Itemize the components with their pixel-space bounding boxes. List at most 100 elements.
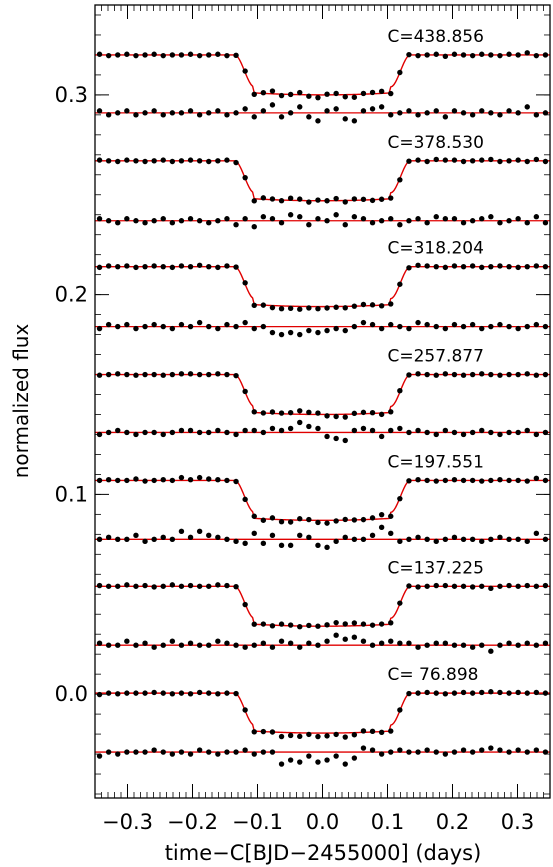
data-point	[351, 94, 358, 100]
data-point	[196, 689, 203, 696]
residual-point	[105, 218, 112, 224]
residual-point	[278, 220, 285, 226]
residual-point	[224, 640, 230, 646]
data-point	[169, 264, 176, 271]
data-point	[533, 372, 540, 378]
x-tick-label: −0.2	[167, 810, 218, 834]
data-point	[442, 691, 449, 697]
residual-point	[497, 534, 503, 541]
data-point	[260, 302, 267, 308]
data-point	[342, 621, 348, 627]
data-point	[515, 371, 521, 378]
residual-point	[160, 642, 166, 648]
data-point	[324, 622, 330, 628]
residual-point	[433, 538, 439, 545]
data-point	[187, 157, 194, 163]
residual-point	[105, 321, 112, 328]
residual-point	[497, 112, 503, 118]
data-point	[406, 51, 412, 58]
data-point	[479, 157, 485, 163]
residual-point	[533, 530, 540, 537]
data-point	[251, 513, 257, 519]
residual-point	[260, 749, 267, 755]
data-point	[160, 157, 166, 163]
residual-point	[533, 321, 540, 328]
data-point	[469, 477, 476, 484]
residual-point	[442, 751, 449, 757]
residual-point	[488, 214, 494, 220]
residual-point	[169, 751, 176, 757]
data-point	[206, 52, 212, 58]
data-point	[324, 198, 330, 204]
data-point	[351, 732, 358, 738]
data-point	[497, 263, 503, 269]
residual-point	[378, 325, 385, 332]
data-point	[333, 413, 339, 420]
residual-point	[506, 749, 512, 755]
data-point	[451, 371, 458, 378]
data-point	[333, 195, 339, 202]
residual-point	[224, 321, 230, 328]
residual-point	[269, 216, 276, 222]
residual-point	[488, 429, 494, 436]
residual-point	[115, 536, 121, 543]
residual-point	[224, 429, 230, 436]
residual-point	[469, 536, 476, 543]
residual-point	[479, 642, 485, 648]
residual-point	[324, 757, 330, 763]
data-point	[306, 305, 312, 311]
data-point	[369, 515, 376, 521]
residual-point	[469, 218, 476, 224]
residual-point	[115, 220, 121, 226]
residual-point	[315, 216, 321, 222]
residual-point	[297, 532, 303, 539]
residual-point	[260, 429, 267, 436]
residual-point	[142, 220, 148, 226]
residual-point	[115, 110, 121, 116]
data-point	[424, 371, 430, 378]
residual-point	[187, 108, 194, 114]
data-point	[297, 408, 303, 414]
residual-point	[542, 536, 549, 543]
data-point	[369, 89, 376, 96]
residual-point	[524, 538, 530, 545]
data-point	[378, 411, 385, 418]
data-point	[488, 689, 494, 695]
data-point	[424, 158, 430, 165]
residual-point	[233, 431, 239, 438]
residual-point	[287, 425, 294, 432]
data-point	[533, 689, 540, 696]
residual-point	[469, 321, 476, 328]
residual-point	[506, 218, 512, 224]
data-point	[215, 371, 221, 377]
residual-point	[506, 108, 512, 114]
data-point	[479, 371, 485, 377]
data-point	[378, 511, 385, 518]
residual-point	[406, 749, 412, 755]
data-point	[124, 51, 130, 57]
residual-point	[251, 114, 257, 120]
residual-point	[415, 427, 421, 434]
data-point	[488, 263, 494, 270]
residual-point	[442, 114, 449, 120]
data-point	[297, 89, 303, 96]
data-point	[360, 196, 367, 203]
data-point	[351, 620, 358, 626]
data-point	[115, 371, 121, 377]
residual-point	[124, 216, 130, 222]
residual-point	[151, 321, 157, 328]
data-point	[369, 622, 376, 628]
data-point	[333, 90, 339, 97]
data-point	[260, 410, 267, 416]
residual-point	[133, 325, 139, 332]
residual-point	[542, 749, 549, 755]
data-point	[269, 515, 276, 521]
data-point	[433, 51, 439, 57]
residual-point	[160, 323, 166, 330]
residual-point	[388, 321, 394, 328]
data-point	[178, 474, 185, 481]
data-point	[233, 478, 239, 485]
data-point	[169, 371, 176, 378]
data-point	[542, 263, 549, 270]
data-point	[424, 583, 430, 589]
